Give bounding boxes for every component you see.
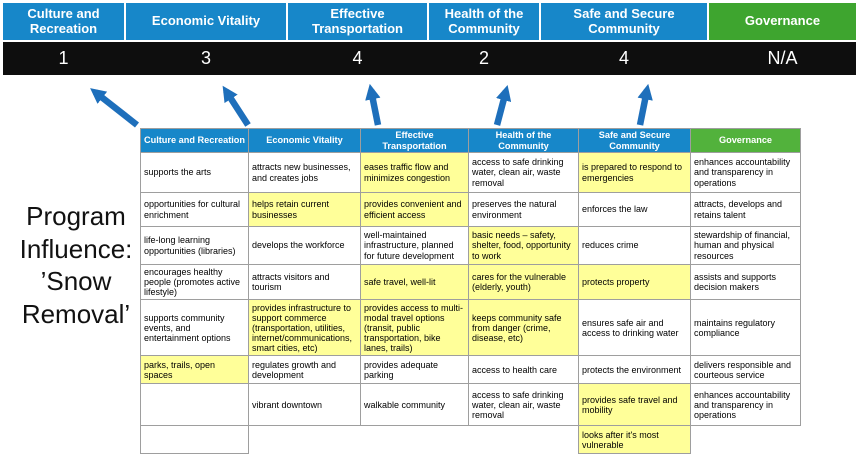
score-governance: N/A: [767, 48, 798, 68]
title-line: Removal’: [21, 298, 131, 329]
matrix-row: looks after it's most vulnerable: [140, 425, 801, 455]
matrix-cell: develops the workforce: [248, 226, 361, 265]
matrix-row: opportunities for cultural enrichment hel…: [140, 192, 801, 227]
influence-matrix: Culture and Recreation Economic Vitality E…: [140, 128, 801, 455]
matrix-cell: safe travel, well-lit: [360, 263, 469, 301]
matrix-empty-cell: [248, 425, 361, 454]
matrix-cell: encourages healthy people (promotes acti…: [140, 263, 249, 301]
title-line: Program: [26, 201, 126, 231]
matrix-cell: reduces crime: [578, 226, 691, 265]
matrix-cell: maintains regulatory compliance: [690, 299, 801, 357]
matrix-cell: walkable community: [360, 383, 469, 427]
matrix-cell: keeps community safe from danger (crime,…: [468, 299, 579, 357]
matrix-cell: cares for the vulnerable (elderly, youth…: [468, 263, 579, 301]
matrix-empty-cell: [690, 425, 801, 454]
matrix-row: supports the arts attracts new businesses…: [140, 152, 801, 193]
score-effective-transportation: 4: [352, 48, 363, 68]
matrix-empty-cell: [140, 383, 249, 427]
matrix-row: encourages healthy people (promotes acti…: [140, 263, 801, 301]
matrix-cell: access to safe drinking water, clean air…: [468, 383, 579, 427]
title-line: ’Snow: [40, 266, 112, 296]
matrix-cell: parks, trails, open spaces: [140, 355, 249, 385]
matrix-header: Economic Vitality: [248, 128, 361, 153]
pillar-health-of-the-community: Health of the Community: [429, 3, 539, 40]
matrix-row: vibrant downtown walkable community access…: [140, 383, 801, 427]
matrix-cell: is prepared to respond to emergencies: [578, 152, 691, 193]
program-title: Program Influence: ’Snow Removal’: [0, 200, 152, 330]
matrix-body: Culture and Recreation Economic Vitality E…: [140, 128, 801, 455]
matrix-empty-cell: [360, 425, 469, 454]
matrix-cell: enforces the law: [578, 192, 691, 227]
influence-arrows: [90, 83, 653, 128]
matrix-row: supports community events, and entertain…: [140, 299, 801, 357]
pillar-header-row: Culture and Recreation Economic Vitality…: [3, 3, 856, 40]
matrix-cell: protects the environment: [578, 355, 691, 385]
title-line: Influence:: [19, 233, 133, 264]
matrix-cell: well-maintained infrastructure, planned …: [360, 226, 469, 265]
matrix-empty-cell: [468, 425, 579, 454]
matrix-cell: protects property: [578, 263, 691, 301]
pillar-culture-and-recreation: Culture and Recreation: [3, 3, 124, 40]
score-health-of-the-community: 2: [478, 48, 489, 68]
matrix-cell: provides access to multi-modal travel op…: [360, 299, 469, 357]
arrow-effective-transportation: [365, 83, 382, 126]
matrix-wrap: Culture and Recreation Economic Vitality E…: [140, 128, 801, 455]
matrix-cell: life-long learning opportunities (librar…: [140, 226, 249, 265]
matrix-cell: looks after it's most vulnerable: [578, 425, 691, 455]
matrix-cell: provides safe travel and mobility: [578, 383, 691, 427]
score-culture-and-recreation: 1: [58, 48, 69, 68]
matrix-cell: provides infrastructure to support comme…: [248, 299, 361, 357]
matrix-cell: opportunities for cultural enrichment: [140, 192, 249, 227]
pillar-economic-vitality: Economic Vitality: [126, 3, 286, 40]
matrix-cell: access to safe drinking water, clean air…: [468, 152, 579, 193]
matrix-cell: enhances accountability and transparency…: [690, 383, 801, 427]
matrix-cell: enhances accountability and transparency…: [690, 152, 801, 193]
score-economic-vitality: 3: [200, 48, 211, 68]
score-panel: Culture and Recreation Economic Vitality…: [3, 3, 856, 75]
matrix-cell: attracts, develops and retains talent: [690, 192, 801, 227]
arrow-safe-and-secure-community: [636, 83, 653, 126]
arrow-health-of-the-community: [493, 84, 512, 126]
matrix-header: Effective Transportation: [360, 128, 469, 153]
score-row: 1 3 4 2 4 N/A: [3, 42, 856, 75]
matrix-row: parks, trails, open spaces regulates grow…: [140, 355, 801, 385]
matrix-cell: stewardship of financial, human and phys…: [690, 226, 801, 265]
matrix-cell: eases traffic flow and minimizes congest…: [360, 152, 469, 193]
matrix-header: Governance: [690, 128, 801, 153]
matrix-cell: supports the arts: [140, 152, 249, 193]
arrow-economic-vitality: [222, 85, 251, 127]
matrix-empty-cell: [140, 425, 249, 455]
arrow-culture-and-recreation: [90, 88, 140, 128]
matrix-cell: regulates growth and development: [248, 355, 361, 385]
matrix-cell: attracts new businesses, and creates job…: [248, 152, 361, 193]
matrix-cell: basic needs – safety, shelter, food, opp…: [468, 226, 579, 265]
pillar-governance: Governance: [709, 3, 856, 40]
matrix-header: Culture and Recreation: [140, 128, 249, 153]
matrix-row: life-long learning opportunities (librar…: [140, 226, 801, 265]
matrix-cell: helps retain current businesses: [248, 192, 361, 227]
matrix-header-row: Culture and Recreation Economic Vitality E…: [140, 128, 801, 153]
pillar-safe-and-secure-community: Safe and Secure Community: [541, 3, 707, 40]
pillar-effective-transportation: Effective Transportation: [288, 3, 427, 40]
matrix-header: Safe and Secure Community: [578, 128, 691, 153]
matrix-cell: access to health care: [468, 355, 579, 385]
matrix-cell: attracts visitors and tourism: [248, 263, 361, 301]
matrix-cell: assists and supports decision makers: [690, 263, 801, 301]
score-safe-and-secure-community: 4: [618, 48, 629, 68]
matrix-header: Health of the Community: [468, 128, 579, 153]
matrix-cell: preserves the natural environment: [468, 192, 579, 227]
matrix-cell: supports community events, and entertain…: [140, 299, 249, 357]
matrix-cell: vibrant downtown: [248, 383, 361, 427]
matrix-cell: delivers responsible and courteous servi…: [690, 355, 801, 385]
matrix-cell: provides adequate parking: [360, 355, 469, 385]
matrix-cell: ensures safe air and access to drinking …: [578, 299, 691, 357]
matrix-cell: provides convenient and efficient access: [360, 192, 469, 227]
